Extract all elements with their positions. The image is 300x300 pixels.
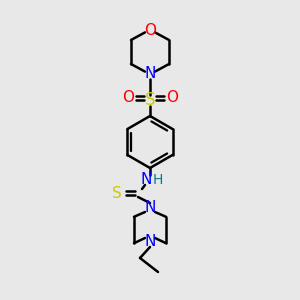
Text: O: O	[144, 23, 156, 38]
Text: O: O	[122, 91, 134, 106]
Text: O: O	[166, 91, 178, 106]
Text: S: S	[112, 185, 122, 200]
Text: N: N	[144, 66, 156, 81]
Text: N: N	[140, 172, 152, 188]
Text: N: N	[144, 235, 156, 250]
Text: N: N	[144, 200, 156, 215]
Text: H: H	[153, 173, 163, 187]
Text: S: S	[145, 91, 155, 109]
